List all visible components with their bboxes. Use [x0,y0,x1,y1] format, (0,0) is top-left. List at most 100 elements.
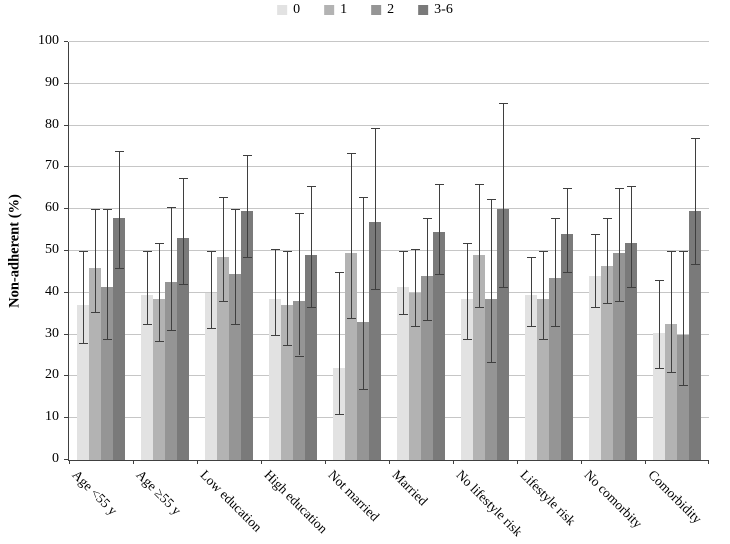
error-bar-cap [282,345,292,347]
error-bar-cap [486,361,496,363]
y-axis-tick [64,459,68,460]
error-bar [466,242,468,339]
error-bar-cap [590,307,600,309]
x-category-label: High education [261,467,331,537]
error-bar-cap [690,263,700,265]
bar-0-Low education [205,292,217,460]
error-bar-cap [538,338,548,340]
y-axis-tick [64,41,68,42]
error-bar-cap [678,251,688,252]
x-axis-tick [325,460,326,464]
error-bar-cap [690,138,700,140]
y-axis-tick [64,375,68,377]
y-axis-tick [64,333,68,335]
bar-2-High education [293,301,305,460]
bar-3-6-Married [433,232,445,460]
x-category-label: Not married [325,467,383,524]
bar-3-6-Not married [369,221,381,460]
legend-swatch-icon [324,5,335,15]
error-bar [234,209,236,325]
error-bar [554,217,556,327]
bar-2-Low education [229,274,241,460]
y-tick-label: 90 [45,74,59,90]
bar-1-Comorbidity [665,324,677,460]
error-bar [670,251,672,373]
error-bar-cap [230,324,240,326]
bar-2-Not married [357,322,369,460]
error-bar-cap [434,184,444,186]
gridline [69,82,709,84]
gridline [69,333,709,335]
x-category-label: No lifestyle risk [453,467,526,540]
error-bar [478,184,480,308]
bar-0-Age <55 y [77,305,89,460]
legend-label: 0 [293,2,301,17]
x-axis-tick [197,460,198,464]
bar-3-6-No lifestyle risk [497,209,509,460]
error-bar-cap [626,186,636,188]
gridline [69,375,709,377]
error-bar-cap [114,150,124,152]
error-bar [106,209,108,339]
x-axis-tick [389,460,390,464]
legend-swatch-icon [418,5,429,15]
bar-0-Age ≥55 y [141,294,153,460]
y-tick-label: 50 [45,242,59,257]
error-bar-cap [422,319,432,321]
error-bar-cap [602,217,612,219]
y-axis-tick [64,250,68,251]
error-bar [426,217,428,320]
error-bar-cap [346,317,356,319]
error-bar-cap [550,326,560,328]
error-bar-cap [474,307,484,309]
error-bar [682,251,684,385]
y-tick-label: 20 [45,367,59,383]
legend-swatch-icon [277,5,288,15]
error-bar-cap [462,242,472,244]
x-category-label: Comorbidity [645,467,705,527]
x-axis-tick [708,460,709,464]
gridline [69,417,709,419]
error-bar-cap [102,338,112,340]
chart-legend: 0 1 2 3-6 [277,2,453,18]
error-bar [146,251,148,325]
gridline [69,250,709,251]
bar-0-Lifestyle risk [525,294,537,460]
error-bar-cap [370,127,380,129]
bar-0-Married [397,286,409,460]
y-tick-label: 60 [45,200,59,216]
bar-1-Not married [345,253,357,460]
x-axis-tick [517,460,518,464]
error-bar-cap [626,286,636,288]
plot-area: 0 10 20 30 40 50 60 70 80 90 100 [38,34,709,466]
error-bar [158,242,160,341]
error-bar-cap [434,273,444,275]
y-axis-title: Non-adherent (%) [6,194,23,308]
error-bar [606,217,608,304]
error-bar-cap [166,207,176,209]
error-bar [438,184,440,274]
error-bar [414,248,416,327]
error-bar [350,152,352,318]
x-axis-tick [645,460,646,464]
bar-0-Comorbidity [653,332,665,460]
error-bar-cap [410,248,420,250]
y-tick-label: 80 [45,116,59,132]
error-bar-cap [398,313,408,315]
error-bar-cap [294,213,304,215]
y-tick-label: 30 [45,325,59,341]
error-bar [374,127,376,289]
error-bar-cap [562,188,572,190]
legend-swatch-icon [371,5,382,15]
x-axis-tick [581,460,582,464]
error-bar-cap [270,334,280,336]
x-category-label: Age ≥55 y [133,467,185,518]
error-bar-cap [654,280,664,282]
error-bar [338,271,340,414]
error-bar-cap [462,338,472,340]
error-bar-cap [474,184,484,186]
error-bar [542,251,544,339]
gridline [69,124,709,126]
x-axis-tick [453,460,454,464]
